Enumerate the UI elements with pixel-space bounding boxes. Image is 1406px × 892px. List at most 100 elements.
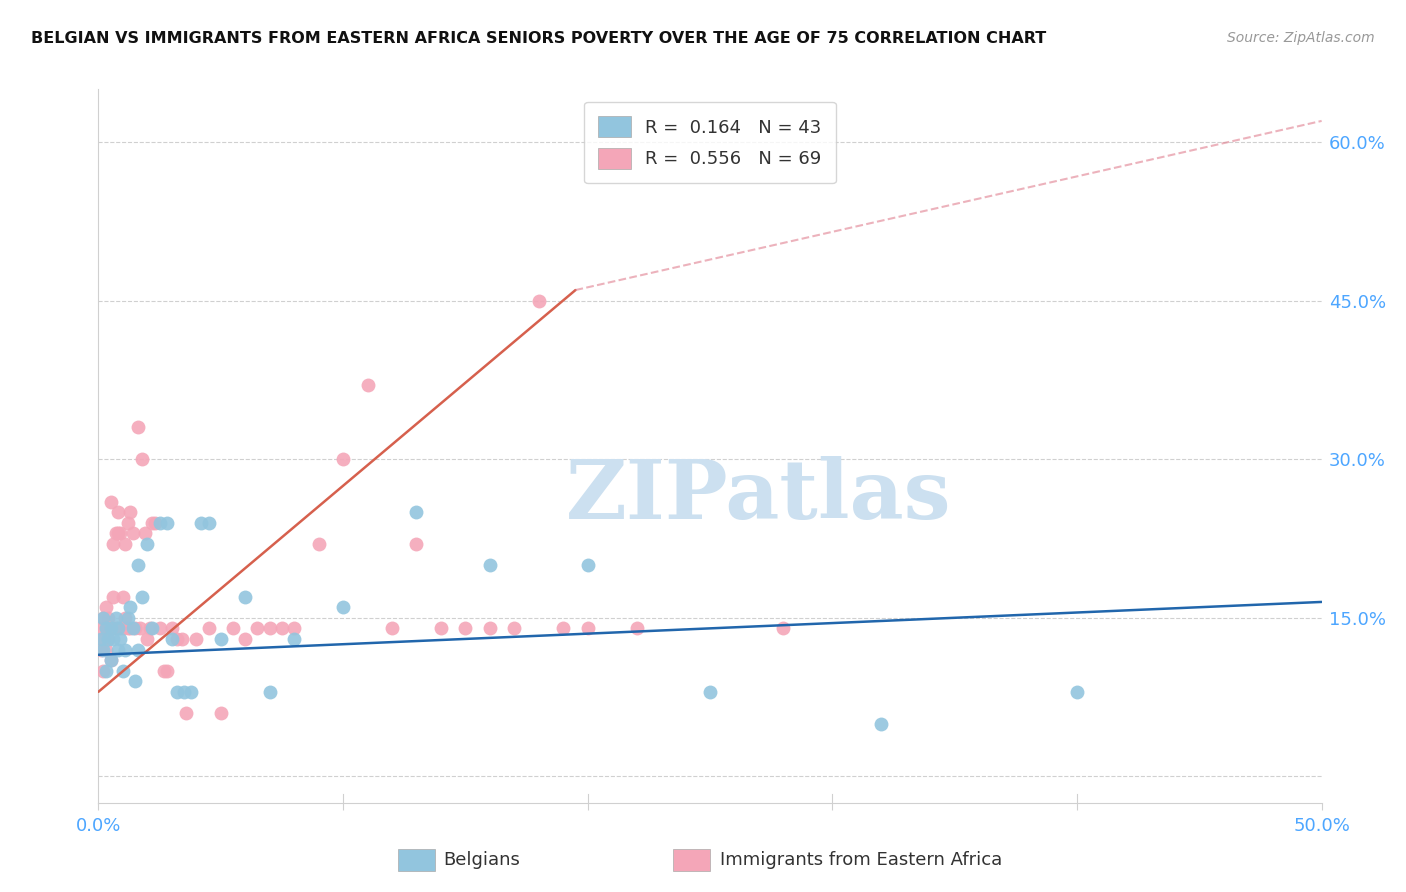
Point [97, 611, 120, 625]
Point [120, 505, 142, 519]
Point [114, 642, 136, 657]
Bar [398, 849, 434, 871]
Point [139, 621, 162, 635]
Point [134, 526, 156, 541]
Point [100, 653, 122, 667]
Point [101, 537, 124, 551]
Point [283, 621, 305, 635]
Point [124, 621, 146, 635]
Point [136, 632, 159, 646]
Point [111, 621, 134, 635]
Point [356, 378, 378, 392]
Point [149, 516, 172, 530]
Point [141, 621, 163, 635]
Point [699, 685, 721, 699]
Text: ZIPatlas: ZIPatlas [567, 456, 952, 536]
Point [430, 621, 453, 635]
Point [97, 632, 120, 646]
Point [222, 621, 245, 635]
Point [332, 452, 354, 467]
Point [190, 516, 212, 530]
Point [381, 621, 404, 635]
Point [259, 685, 281, 699]
Point [94, 664, 117, 678]
Point [283, 632, 305, 646]
Text: BELGIAN VS IMMIGRANTS FROM EASTERN AFRICA SENIORS POVERTY OVER THE AGE OF 75 COR: BELGIAN VS IMMIGRANTS FROM EASTERN AFRIC… [31, 31, 1046, 46]
Point [1066, 685, 1088, 699]
Point [503, 621, 526, 635]
Point [156, 664, 179, 678]
Point [97, 632, 120, 646]
Point [270, 621, 294, 635]
Point [90, 642, 112, 657]
Point [101, 632, 124, 646]
Point [478, 621, 501, 635]
Text: Source: ZipAtlas.com: Source: ZipAtlas.com [1227, 31, 1375, 45]
Point [176, 706, 198, 720]
Point [772, 621, 794, 635]
Point [100, 653, 122, 667]
Point [107, 505, 129, 519]
Point [143, 516, 166, 530]
Point [91, 611, 114, 625]
Point [527, 293, 550, 308]
Point [127, 642, 149, 657]
Point [153, 664, 176, 678]
Point [160, 632, 183, 646]
Point [141, 516, 163, 530]
Point [91, 664, 114, 678]
Point [94, 642, 117, 657]
Point [101, 590, 124, 604]
Point [149, 621, 172, 635]
Point [107, 526, 129, 541]
Point [107, 621, 129, 635]
Point [100, 621, 122, 635]
Point [259, 621, 281, 635]
Point [129, 621, 152, 635]
Point [197, 621, 219, 635]
Point [233, 632, 256, 646]
Point [124, 674, 146, 689]
Point [110, 621, 132, 635]
Point [104, 611, 127, 625]
Point [100, 621, 122, 635]
Point [626, 621, 648, 635]
Point [104, 526, 127, 541]
Point [110, 632, 132, 646]
Point [114, 611, 136, 625]
Point [576, 558, 599, 572]
Point [91, 642, 114, 657]
Point [90, 621, 112, 635]
Point [209, 632, 232, 646]
Point [156, 516, 179, 530]
Point [197, 516, 219, 530]
Point [94, 621, 117, 635]
Point [127, 420, 149, 434]
Point [160, 621, 183, 635]
Point [180, 685, 202, 699]
Point [100, 494, 122, 508]
Point [131, 452, 153, 467]
Point [90, 632, 112, 646]
Point [91, 632, 114, 646]
Point [120, 600, 142, 615]
Point [233, 590, 256, 604]
Point [186, 632, 208, 646]
Point [166, 685, 188, 699]
Point [136, 537, 159, 551]
Point [209, 706, 232, 720]
Point [121, 526, 143, 541]
Point [308, 537, 330, 551]
Point [114, 537, 136, 551]
Point [405, 537, 427, 551]
Point [170, 632, 193, 646]
Point [246, 621, 269, 635]
Point [870, 716, 893, 731]
Point [454, 621, 477, 635]
Point [117, 611, 139, 625]
Point [94, 600, 117, 615]
Legend: R =  0.164   N = 43, R =  0.556   N = 69: R = 0.164 N = 43, R = 0.556 N = 69 [583, 102, 837, 183]
Point [131, 590, 153, 604]
Point [576, 621, 599, 635]
Point [121, 621, 143, 635]
